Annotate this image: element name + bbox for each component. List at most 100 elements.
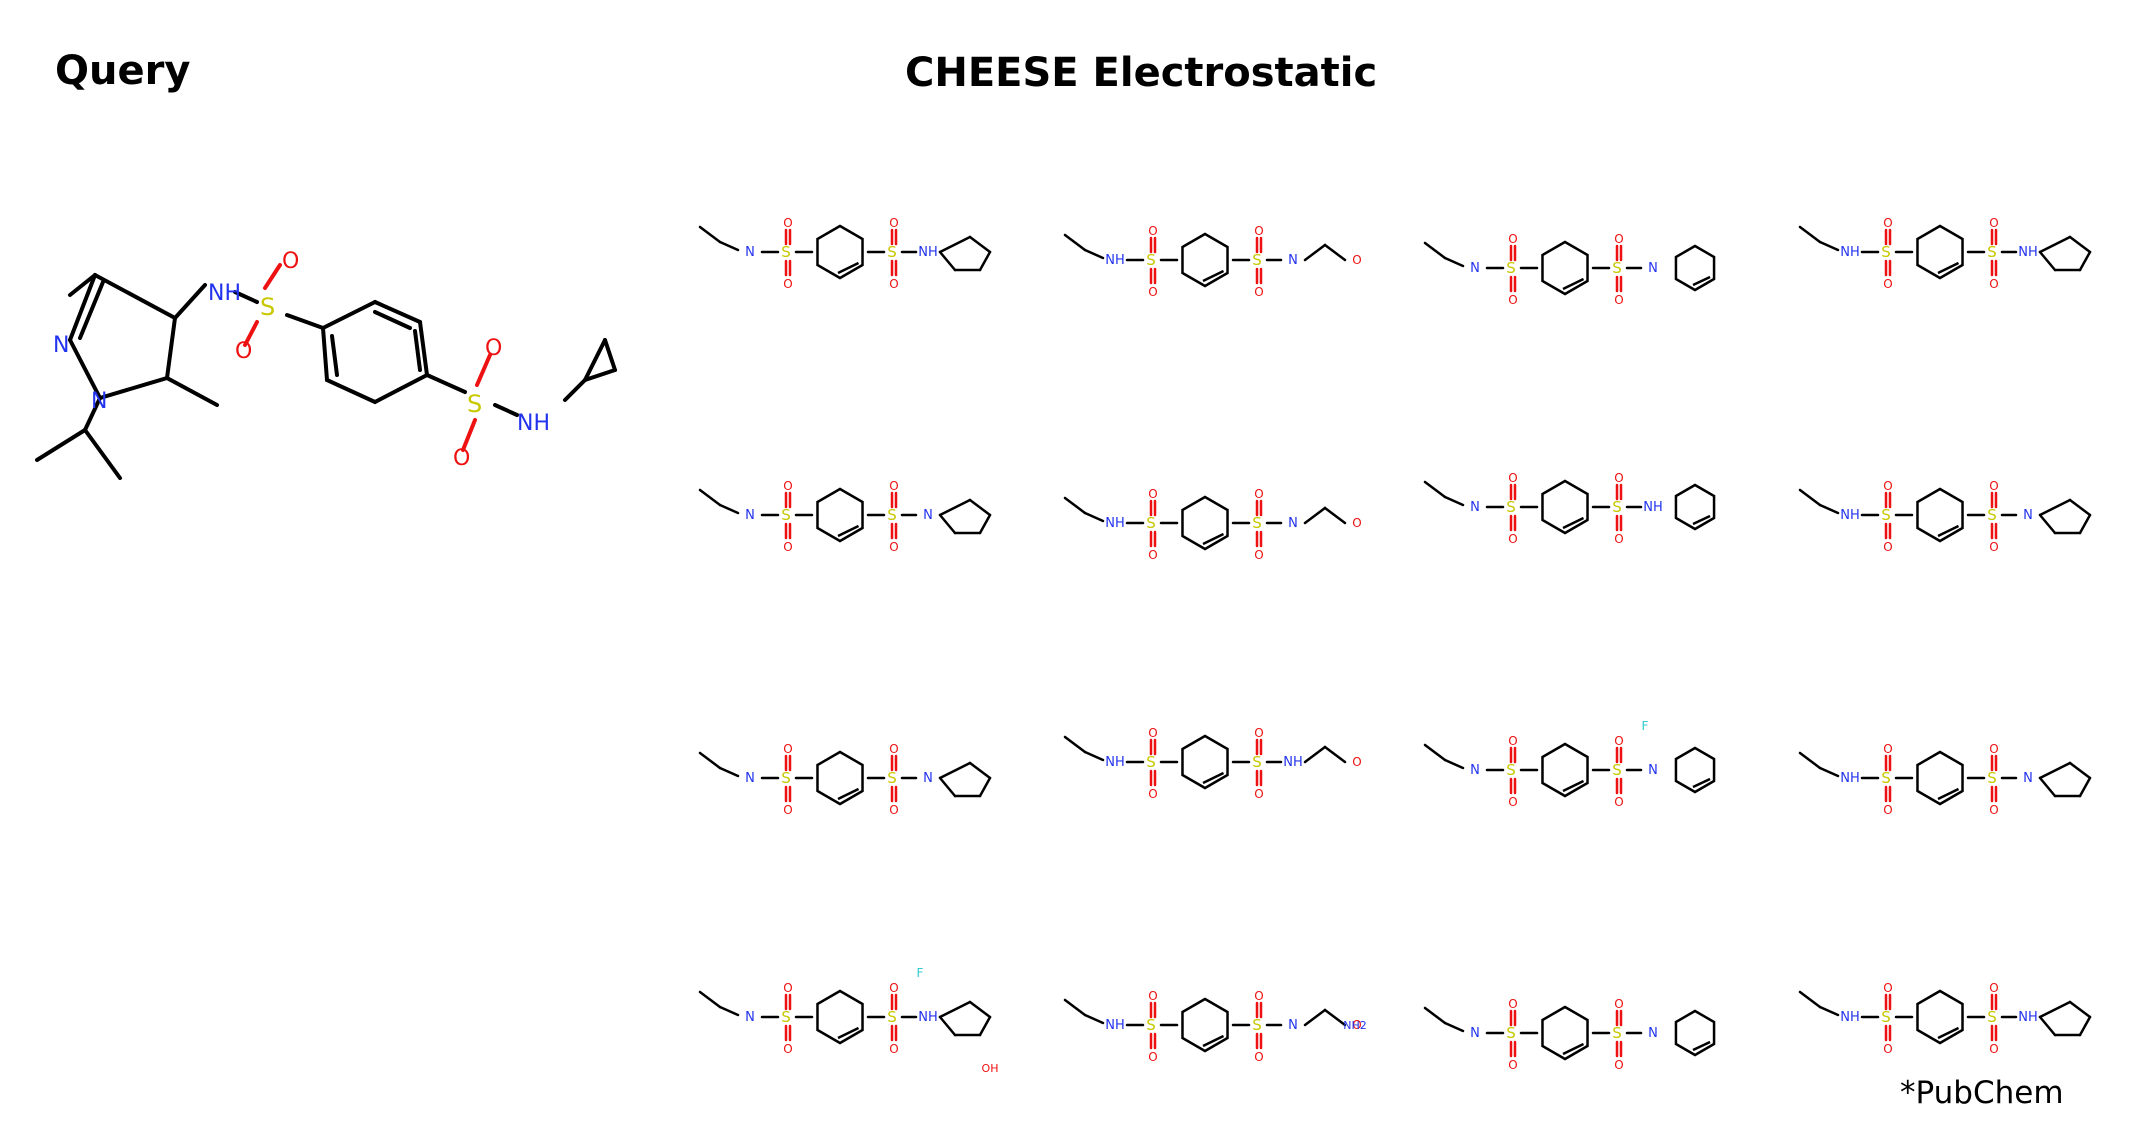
double-bond bbox=[1692, 1040, 1711, 1052]
atom-label: NH bbox=[1840, 508, 1860, 523]
atom-label: S bbox=[1252, 753, 1262, 771]
atom-label: S bbox=[1146, 251, 1156, 269]
atom-label: S bbox=[1252, 1016, 1262, 1034]
atom-label: N bbox=[923, 771, 933, 786]
bond bbox=[1443, 495, 1465, 507]
bond bbox=[1063, 233, 1087, 252]
atom-label: O bbox=[1148, 224, 1157, 238]
atom-label: S bbox=[1506, 761, 1516, 779]
atom-label: O bbox=[1148, 726, 1157, 740]
results-title: CHEESE Electrostatic bbox=[905, 50, 1378, 96]
atom-label: N bbox=[1648, 1026, 1658, 1041]
atom-label: NH bbox=[208, 281, 241, 306]
bond bbox=[1083, 511, 1105, 523]
bond bbox=[2038, 498, 2072, 517]
ring bbox=[1674, 746, 1716, 794]
bond bbox=[2078, 776, 2092, 798]
bond bbox=[2038, 761, 2072, 780]
bond bbox=[938, 761, 972, 780]
atom-label: S bbox=[887, 243, 897, 261]
atom-label: O bbox=[1614, 293, 1623, 307]
atom-label: O bbox=[889, 803, 898, 817]
bond bbox=[938, 513, 957, 535]
atom-label: O bbox=[1254, 285, 1263, 299]
atom-label: NH bbox=[1105, 253, 1125, 268]
bond bbox=[2078, 250, 2092, 272]
bond bbox=[1443, 1021, 1465, 1033]
ring bbox=[1541, 742, 1589, 798]
ring bbox=[1674, 244, 1716, 292]
ring bbox=[1916, 487, 1964, 543]
bond bbox=[938, 498, 972, 517]
result-molecule: NH S O O S O O N O bbox=[1055, 160, 1385, 360]
atom-label: N bbox=[923, 508, 933, 523]
result-molecule: N S O O S O O NH F OH bbox=[690, 925, 1020, 1125]
atom-label: O bbox=[1989, 479, 1998, 493]
atom-label: O bbox=[1989, 742, 1998, 756]
bond bbox=[938, 250, 957, 272]
atom-label: O bbox=[1989, 540, 1998, 554]
atom-label: S bbox=[1881, 1008, 1891, 1026]
double-bond bbox=[1202, 1034, 1225, 1048]
atom-label: O bbox=[1148, 487, 1157, 501]
atom-label: O bbox=[1883, 216, 1892, 230]
atom-label: F bbox=[917, 966, 924, 980]
bond bbox=[1798, 488, 1822, 507]
atom-label: O bbox=[235, 339, 252, 364]
bond bbox=[2038, 235, 2072, 254]
atom-label: O bbox=[783, 277, 792, 291]
atom-label: N bbox=[1648, 261, 1658, 276]
bond bbox=[1818, 766, 1840, 778]
atom-label: O bbox=[1508, 997, 1517, 1011]
bond bbox=[698, 751, 722, 770]
atom-label: S bbox=[1252, 251, 1262, 269]
ring bbox=[1674, 1009, 1716, 1057]
atom-label: N bbox=[745, 771, 755, 786]
bond bbox=[2078, 1015, 2092, 1037]
atom-label: S bbox=[1506, 259, 1516, 277]
atom-label: N bbox=[2023, 771, 2033, 786]
atom-label: O bbox=[1508, 795, 1517, 809]
double-bond bbox=[1562, 1042, 1585, 1056]
bond bbox=[1083, 1013, 1105, 1025]
atom-label: O bbox=[1148, 548, 1157, 562]
atom-label: NH bbox=[1840, 245, 1860, 260]
atom-label: N bbox=[53, 333, 69, 358]
ring bbox=[1916, 989, 1964, 1045]
atom-label: O bbox=[1352, 516, 1361, 530]
result-molecule: NH S O O S O O N O NH2 bbox=[1055, 925, 1385, 1125]
atom-label: S bbox=[1506, 498, 1516, 516]
bond bbox=[938, 776, 957, 798]
atom-label: O bbox=[1508, 532, 1517, 546]
bond bbox=[1303, 1008, 1327, 1027]
bond bbox=[1323, 243, 1347, 262]
atom-label: O bbox=[1508, 293, 1517, 307]
atom-label: O bbox=[1614, 232, 1623, 246]
ring bbox=[1916, 224, 1964, 280]
atom-label: S bbox=[887, 769, 897, 787]
bond bbox=[1818, 1005, 1840, 1017]
bond bbox=[718, 766, 740, 778]
atom-label: S bbox=[887, 1008, 897, 1026]
bond bbox=[978, 250, 992, 272]
atom-label: S bbox=[1881, 243, 1891, 261]
double-bond bbox=[1562, 516, 1585, 530]
ring bbox=[816, 224, 864, 280]
bond bbox=[1323, 745, 1347, 764]
atom-label: O bbox=[1508, 734, 1517, 748]
atom-label: N bbox=[745, 245, 755, 260]
double-bond bbox=[1692, 514, 1711, 526]
query-molecule: NH S O O S O O NH N N bbox=[25, 240, 625, 500]
atom-label: NH bbox=[1643, 500, 1663, 515]
atom-label: N bbox=[1470, 1026, 1480, 1041]
bond bbox=[968, 235, 992, 254]
bond bbox=[1323, 506, 1347, 525]
bond bbox=[1798, 751, 1822, 770]
atom-label: O bbox=[889, 1042, 898, 1056]
atom-label: S bbox=[1987, 1008, 1997, 1026]
double-bond bbox=[1692, 275, 1711, 287]
atom-label: S bbox=[781, 243, 791, 261]
